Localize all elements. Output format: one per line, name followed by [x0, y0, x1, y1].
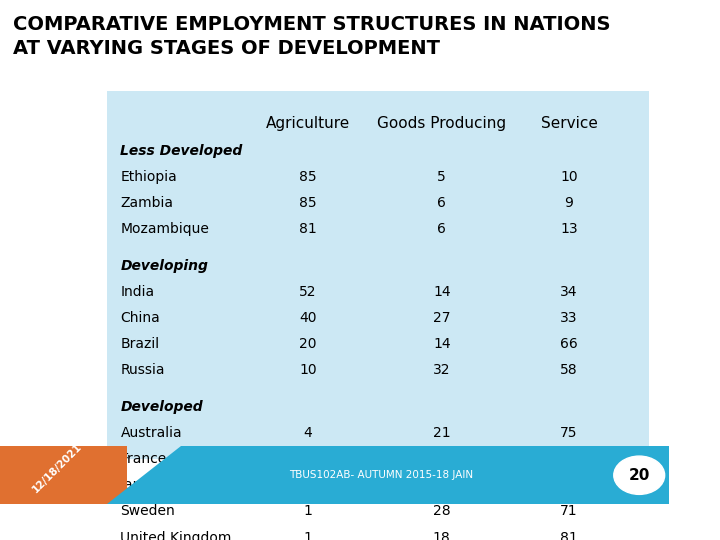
Text: France: France [120, 452, 167, 466]
Text: 85: 85 [299, 170, 317, 184]
Text: 14: 14 [433, 285, 451, 299]
Text: 1: 1 [303, 531, 312, 540]
Text: COMPARATIVE EMPLOYMENT STRUCTURES IN NATIONS
AT VARYING STAGES OF DEVELOPMENT: COMPARATIVE EMPLOYMENT STRUCTURES IN NAT… [14, 15, 611, 58]
Text: 1: 1 [303, 504, 312, 518]
Text: 10: 10 [560, 170, 577, 184]
Text: 66: 66 [560, 337, 578, 351]
Text: 24: 24 [433, 452, 451, 466]
Text: 6: 6 [437, 222, 446, 236]
Text: 20: 20 [629, 468, 650, 483]
Text: 5: 5 [437, 170, 446, 184]
Text: Japan: Japan [120, 478, 159, 492]
Text: 52: 52 [299, 285, 317, 299]
Text: 75: 75 [560, 426, 577, 440]
Text: Russia: Russia [120, 363, 165, 377]
Text: Goods Producing: Goods Producing [377, 116, 506, 131]
Text: 32: 32 [433, 363, 451, 377]
Text: 40: 40 [299, 311, 317, 325]
Text: 20: 20 [299, 337, 317, 351]
Text: Figure 16.2, p. 558: Figure 16.2, p. 558 [234, 468, 354, 481]
Text: 28: 28 [433, 504, 451, 518]
Text: 58: 58 [560, 363, 577, 377]
Text: Sweden: Sweden [120, 504, 175, 518]
Text: 33: 33 [560, 311, 577, 325]
Text: Developing: Developing [120, 259, 208, 273]
Text: Service: Service [541, 116, 598, 131]
Text: 14: 14 [433, 337, 451, 351]
Text: 18: 18 [433, 531, 451, 540]
Text: Australia: Australia [120, 426, 182, 440]
Text: 10: 10 [299, 363, 317, 377]
Text: Mozambique: Mozambique [120, 222, 210, 236]
Text: 81: 81 [560, 531, 578, 540]
Text: Agriculture: Agriculture [266, 116, 350, 131]
Text: 13: 13 [560, 222, 577, 236]
Text: 72: 72 [560, 452, 577, 466]
FancyBboxPatch shape [107, 91, 649, 458]
Text: 68: 68 [560, 478, 578, 492]
Text: 4: 4 [304, 452, 312, 466]
Text: Less Developed: Less Developed [120, 144, 243, 158]
Text: 85: 85 [299, 196, 317, 210]
Text: Zambia: Zambia [120, 196, 174, 210]
Text: 4: 4 [304, 426, 312, 440]
Text: 21: 21 [433, 426, 451, 440]
Text: 27: 27 [433, 311, 451, 325]
Text: 71: 71 [560, 504, 577, 518]
Text: Ethiopia: Ethiopia [120, 170, 177, 184]
Text: Developed: Developed [120, 400, 203, 414]
Text: Brazil: Brazil [120, 337, 160, 351]
Text: TBUS102AB- AUTUMN 2015-18 JAIN: TBUS102AB- AUTUMN 2015-18 JAIN [289, 470, 474, 480]
Text: 4: 4 [304, 478, 312, 492]
Text: China: China [120, 311, 161, 325]
Text: India: India [120, 285, 155, 299]
Text: 81: 81 [299, 222, 317, 236]
Text: 6: 6 [437, 196, 446, 210]
Text: 28: 28 [433, 478, 451, 492]
Polygon shape [0, 446, 127, 504]
Text: 34: 34 [560, 285, 577, 299]
Polygon shape [107, 446, 670, 504]
Text: 9: 9 [564, 196, 573, 210]
Circle shape [613, 456, 665, 495]
Text: 12/18/2021: 12/18/2021 [30, 442, 84, 495]
Text: United Kingdom: United Kingdom [120, 531, 232, 540]
